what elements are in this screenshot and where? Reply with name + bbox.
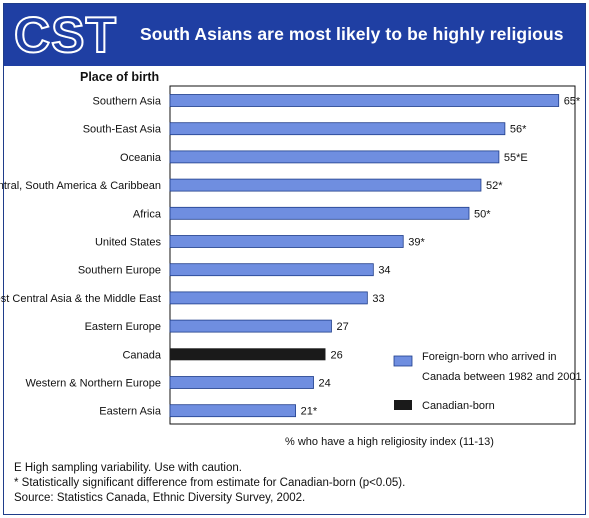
- category-label: Canada: [122, 349, 161, 361]
- cst-logo: CST: [13, 6, 117, 64]
- legend-swatch-canadian: [394, 400, 412, 410]
- bar-foreign-born: [169, 404, 296, 418]
- value-label: 55*E: [504, 152, 528, 164]
- x-axis-title: % who have a high religiosity index (11-…: [285, 436, 494, 448]
- category-label: United States: [95, 237, 162, 249]
- y-axis-title: Place of birth: [80, 70, 159, 84]
- footnote-e: E High sampling variability. Use with ca…: [14, 462, 242, 474]
- bar-foreign-born: [169, 376, 314, 389]
- bar-canadian-born: [170, 348, 326, 361]
- category-label: Western & Northern Europe: [25, 378, 161, 390]
- category-label: Central, South America & Caribbean: [0, 180, 161, 192]
- value-label: 27: [336, 321, 348, 333]
- value-label: 21*: [301, 406, 318, 418]
- bar-foreign-born: [169, 235, 404, 248]
- category-label: Oceania: [120, 152, 162, 164]
- bar-foreign-born: [169, 206, 470, 220]
- footnote-star: * Statistically significant difference f…: [14, 477, 406, 489]
- value-label: 65*: [564, 96, 581, 108]
- source-note: Source: Statistics Canada, Ethnic Divers…: [14, 492, 306, 504]
- category-label: Southern Asia: [93, 96, 162, 108]
- value-label: 56*: [510, 124, 527, 136]
- legend: Foreign-born who arrived in Canada betwe…: [393, 351, 582, 412]
- bar-foreign-born: [169, 291, 368, 305]
- footnotes: E High sampling variability. Use with ca…: [14, 461, 574, 506]
- bar-foreign-born: [169, 94, 560, 107]
- figure-frame: CST South Asians are most likely to be h…: [3, 3, 586, 515]
- value-label: 39*: [408, 237, 425, 249]
- category-label: South-East Asia: [83, 124, 162, 136]
- bars-group: Southern Asia 65* South-East Asia 56* Oceani…: [0, 94, 581, 418]
- value-label: 33: [372, 293, 384, 305]
- chart-title: South Asians are most likely to be highl…: [140, 24, 564, 44]
- bar-foreign-born: [169, 263, 374, 277]
- value-label: 50*: [474, 208, 491, 220]
- value-label: 52*: [486, 180, 503, 192]
- legend-label-foreign-line1: Foreign-born who arrived in: [422, 351, 557, 363]
- value-label: 26: [330, 349, 342, 361]
- bar-foreign-born: [169, 150, 500, 164]
- header-banner: CST South Asians are most likely to be h…: [4, 4, 585, 66]
- category-label: West Central Asia & the Middle East: [0, 293, 161, 305]
- bar-foreign-born: [169, 319, 332, 333]
- value-label: 24: [319, 378, 331, 390]
- plot-area: [169, 85, 576, 425]
- category-label: Eastern Asia: [99, 406, 162, 418]
- category-label: Eastern Europe: [85, 321, 161, 333]
- legend-label-foreign-line2: Canada between 1982 and 2001: [422, 371, 582, 383]
- bar-foreign-born: [169, 122, 506, 136]
- legend-swatch-foreign: [393, 355, 413, 367]
- category-label: Southern Europe: [78, 265, 161, 277]
- category-label: Africa: [133, 208, 162, 220]
- value-label: 34: [378, 265, 390, 277]
- legend-label-canadian: Canadian-born: [422, 400, 495, 412]
- bar-foreign-born: [169, 178, 482, 192]
